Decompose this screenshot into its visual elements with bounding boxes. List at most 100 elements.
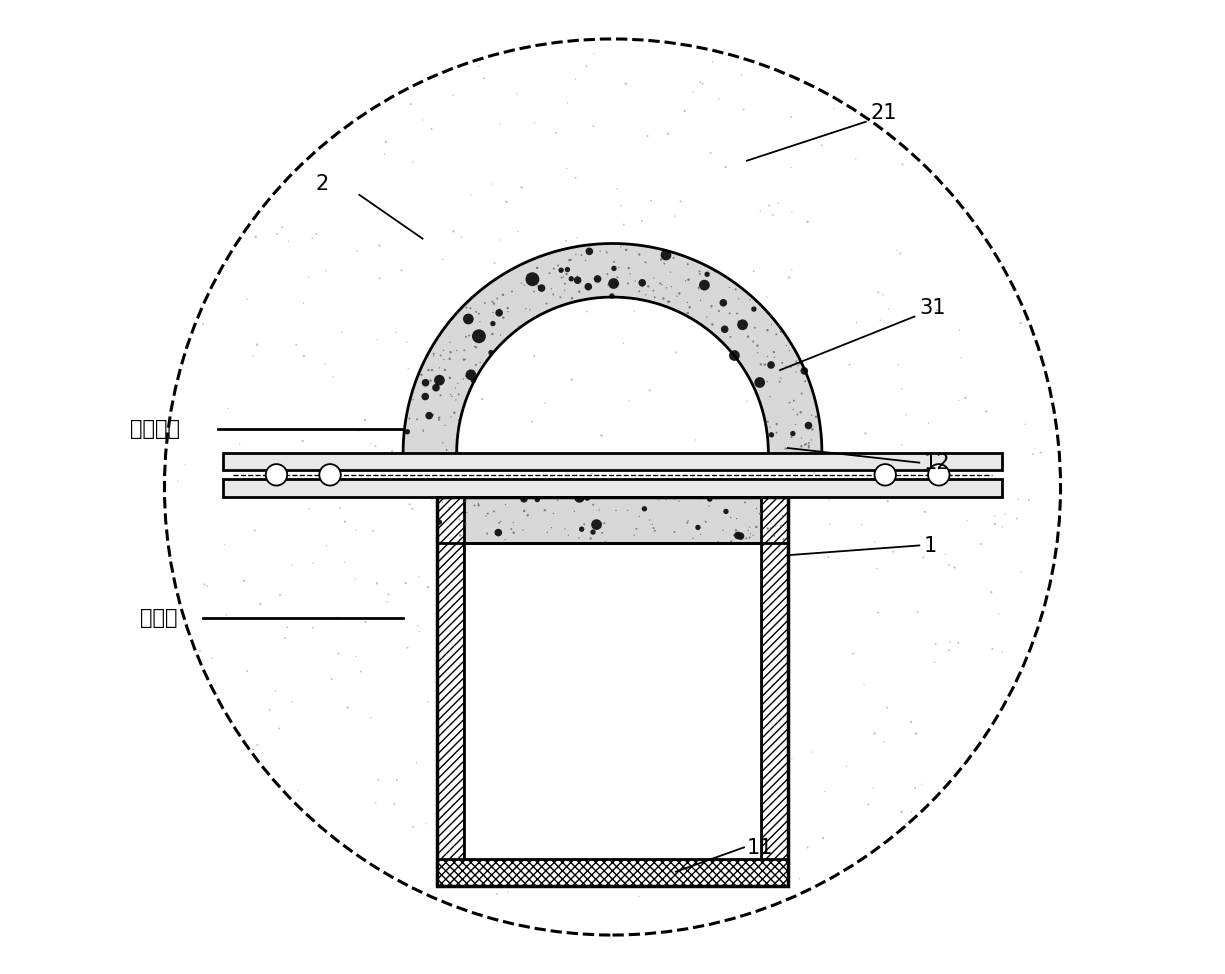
Point	[306, 226, 326, 242]
Point	[677, 725, 697, 740]
Point	[686, 717, 706, 732]
Point	[875, 733, 894, 749]
Bar	[223, 453, 1002, 470]
Point	[561, 488, 581, 504]
Point	[756, 698, 775, 714]
Point	[408, 412, 428, 428]
Point	[190, 643, 209, 658]
Point	[772, 518, 791, 534]
Point	[713, 295, 733, 311]
Point	[403, 501, 423, 516]
Point	[541, 520, 561, 536]
Point	[448, 387, 468, 402]
Point	[557, 94, 577, 110]
Point	[671, 194, 691, 209]
Point	[566, 282, 586, 298]
Point	[554, 834, 573, 849]
Point	[869, 284, 888, 300]
Point	[338, 699, 358, 715]
Point	[791, 431, 811, 446]
Point	[761, 357, 780, 373]
Point	[469, 498, 489, 513]
Point	[521, 302, 540, 318]
Bar	[761, 497, 788, 886]
Point	[369, 771, 388, 787]
Point	[589, 503, 609, 518]
Point	[456, 516, 475, 532]
Point	[696, 514, 715, 530]
Bar	[223, 479, 1002, 497]
Point	[773, 356, 793, 371]
Point	[657, 280, 676, 295]
Point	[908, 604, 927, 619]
Point	[744, 301, 763, 317]
Point	[652, 277, 671, 292]
Point	[761, 389, 780, 404]
Point	[431, 369, 451, 385]
Point	[582, 466, 601, 481]
Point	[795, 363, 815, 379]
Point	[981, 584, 1001, 600]
Point	[462, 289, 481, 305]
Point	[608, 181, 627, 197]
Point	[779, 270, 799, 285]
Point	[398, 404, 418, 420]
Point	[377, 594, 397, 610]
Point	[277, 619, 296, 635]
Point	[489, 525, 508, 541]
Point	[577, 304, 597, 319]
Point	[1011, 316, 1030, 331]
Point	[463, 744, 483, 760]
Point	[767, 416, 786, 431]
Point	[797, 214, 817, 230]
Point	[409, 623, 429, 639]
Point	[328, 646, 348, 661]
Point	[878, 493, 898, 508]
Point	[475, 295, 495, 311]
Point	[431, 512, 451, 528]
Point	[271, 587, 290, 603]
Point	[464, 498, 484, 513]
Point	[795, 373, 815, 389]
Point	[724, 869, 744, 884]
Point	[766, 518, 785, 534]
Point	[992, 519, 1012, 535]
Point	[679, 513, 698, 529]
Point	[740, 530, 760, 545]
Text: 1: 1	[924, 537, 937, 556]
Point	[905, 780, 925, 796]
Point	[194, 316, 213, 331]
Point	[454, 352, 474, 367]
Point	[535, 503, 555, 518]
Point	[418, 375, 437, 391]
Point	[441, 387, 461, 402]
Point	[230, 456, 250, 471]
Point	[718, 695, 737, 711]
Point	[642, 516, 662, 532]
Point	[260, 702, 279, 718]
Circle shape	[164, 39, 1061, 935]
Point	[926, 636, 946, 652]
Point	[426, 380, 446, 395]
Point	[398, 640, 418, 656]
Point	[604, 286, 624, 302]
Point	[688, 281, 708, 296]
Point	[461, 300, 480, 316]
Point	[217, 607, 236, 622]
Point	[450, 874, 469, 889]
Point	[780, 856, 800, 872]
Point	[575, 516, 594, 532]
Text: 路堤填土: 路堤填土	[130, 419, 180, 438]
Point	[501, 521, 521, 537]
Point	[760, 532, 779, 547]
Point	[352, 663, 371, 679]
Point	[420, 373, 440, 389]
Point	[456, 329, 475, 345]
Point	[782, 262, 801, 278]
Point	[740, 292, 760, 308]
Point	[691, 491, 710, 506]
Point	[691, 74, 710, 90]
Point	[508, 224, 528, 240]
Point	[757, 289, 777, 305]
Circle shape	[320, 464, 341, 486]
